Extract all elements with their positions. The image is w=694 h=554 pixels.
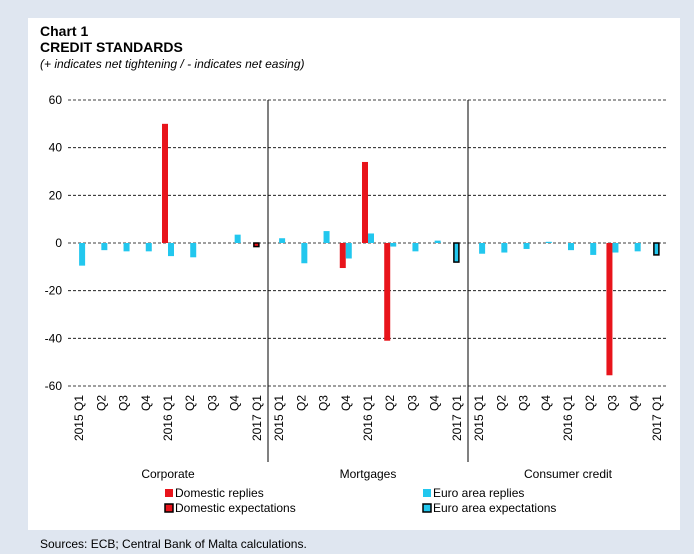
panel-label: Mortgages [340,467,397,481]
bar [279,238,286,243]
bar [101,243,108,251]
panel [28,18,680,530]
bar [634,243,641,252]
legend-label: Euro area replies [433,486,524,500]
bar [434,240,441,243]
x-tick-label: Q2 [294,395,308,411]
legend-swatch [422,503,432,513]
x-tick-label: 2015 Q1 [72,395,86,441]
bar [323,231,330,243]
bar [606,243,613,376]
legend-swatch [164,503,174,513]
x-tick-label: 2016 Q1 [361,395,375,441]
x-tick-label: Q3 [405,395,419,411]
x-tick-label: Q3 [605,395,619,411]
chart-note: (+ indicates net tightening / - indicate… [40,57,305,71]
bar [145,243,152,252]
y-tick-label: 40 [49,141,63,155]
bar [612,243,619,253]
x-tick-label: 2015 Q1 [272,395,286,441]
y-tick-label: -60 [45,379,63,393]
source: Sources: ECB; Central Bank of Malta calc… [40,537,307,551]
x-tick-label: Q2 [183,395,197,411]
x-tick-label: Q4 [228,395,242,411]
bar [79,243,86,266]
y-tick-label: 20 [49,188,63,202]
x-tick-label: Q4 [428,395,442,411]
bar [123,243,130,252]
bar [590,243,597,255]
x-tick-label: Q4 [339,395,353,411]
legend-label: Domestic expectations [175,501,296,515]
bar [345,243,352,259]
chart-title: Chart 1 [40,23,88,39]
x-tick-label: Q2 [494,395,508,411]
x-tick-label: Q4 [628,395,642,411]
x-tick-label: 2017 Q1 [250,395,264,441]
bar [339,243,346,269]
bar [162,123,168,243]
bar [501,243,508,253]
x-tick-label: 2016 Q1 [561,395,575,441]
chart-subtitle: CREDIT STANDARDS [40,39,183,55]
legend-swatch [165,489,173,497]
legend-swatch [423,489,431,497]
bar [368,233,374,243]
x-tick-label: Q3 [117,395,131,411]
x-tick-label: 2017 Q1 [650,395,664,441]
bar [384,243,391,341]
y-tick-label: 0 [55,236,62,250]
bar [390,243,397,247]
bar [362,161,368,243]
x-tick-label: Q3 [317,395,331,411]
bar [253,242,260,248]
x-tick-label: Q2 [94,395,108,411]
x-tick-label: Q4 [539,395,553,411]
y-tick-label: -40 [45,331,63,345]
x-tick-label: Q3 [517,395,531,411]
bar [653,242,660,256]
y-tick-label: 60 [49,93,63,107]
bar [568,243,574,251]
bar [234,234,241,243]
x-tick-label: Q2 [383,395,397,411]
bar [453,242,460,263]
y-tick-label: -20 [45,284,63,298]
x-tick-label: Q3 [205,395,219,411]
bar [523,243,530,249]
x-tick-label: 2016 Q1 [161,395,175,441]
x-tick-label: Q4 [139,395,153,411]
bar [412,243,419,252]
x-tick-label: Q2 [583,395,597,411]
panel-label: Corporate [141,467,195,481]
panel-label: Consumer credit [524,467,613,481]
bar [190,243,197,258]
bar [301,243,308,264]
x-tick-label: 2015 Q1 [472,395,486,441]
bar [479,243,486,254]
x-tick-label: 2017 Q1 [450,395,464,441]
bar [168,243,174,257]
bar [545,241,552,243]
legend-label: Domestic replies [175,486,264,500]
legend-label: Euro area expectations [433,501,556,515]
